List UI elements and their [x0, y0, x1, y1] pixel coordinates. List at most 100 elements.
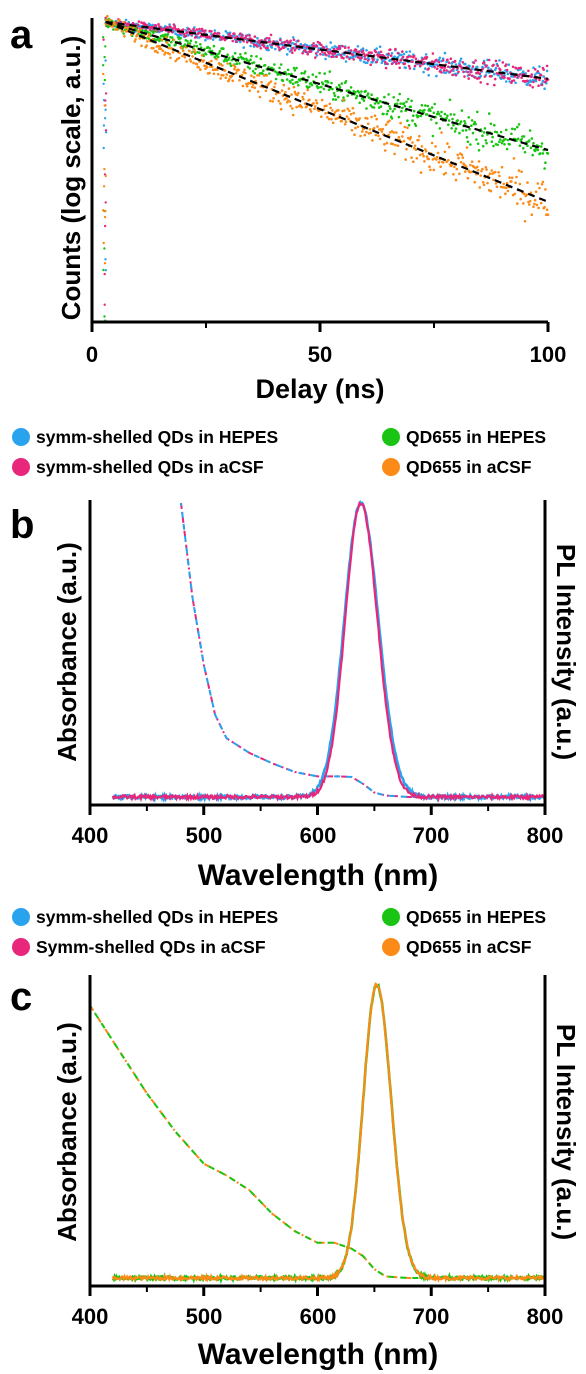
data-point: [418, 134, 421, 138]
data-point: [459, 120, 463, 123]
data-point: [357, 50, 361, 53]
data-point: [401, 55, 405, 59]
data-point: [158, 39, 161, 43]
data-point: [447, 123, 450, 127]
data-point: [173, 25, 176, 29]
data-point: [401, 50, 404, 53]
data-point: [134, 38, 137, 41]
data-point: [335, 55, 338, 58]
data-point: [390, 52, 394, 55]
data-point: [344, 80, 348, 83]
data-point: [199, 35, 203, 38]
data-point: [461, 61, 465, 64]
data-point: [348, 109, 351, 113]
data-point: [286, 47, 290, 51]
data-point: [146, 40, 149, 43]
data-point: [104, 108, 107, 112]
data-point: [353, 133, 356, 136]
data-point: [540, 142, 544, 145]
legend-marker-orange: [382, 938, 400, 956]
data-point: [122, 32, 125, 35]
data-point: [331, 98, 335, 101]
data-point: [343, 109, 346, 112]
data-point: [499, 130, 503, 134]
data-point: [345, 115, 349, 118]
data-point: [113, 23, 117, 26]
data-point: [228, 62, 232, 65]
data-point: [461, 129, 465, 132]
data-point: [493, 83, 496, 87]
data-point: [222, 47, 225, 50]
data-point: [449, 113, 453, 116]
data-point: [219, 77, 222, 80]
legend-label: QD655 in HEPES: [406, 427, 546, 447]
data-point: [516, 137, 520, 141]
data-point: [436, 151, 440, 155]
data-point: [482, 61, 486, 64]
data-point: [337, 95, 340, 99]
data-point: [164, 33, 167, 36]
data-point: [412, 114, 415, 117]
panel-c-curves: [89, 982, 546, 1285]
data-point: [281, 79, 285, 82]
data-point: [294, 43, 298, 46]
data-point: [338, 47, 342, 50]
data-point: [396, 98, 400, 102]
data-point: [423, 61, 426, 64]
data-point: [211, 38, 215, 41]
data-point: [248, 67, 251, 70]
data-point: [384, 123, 388, 126]
data-point: [140, 44, 143, 48]
data-point: [266, 44, 269, 48]
data-point: [398, 66, 402, 70]
data-point: [395, 62, 398, 66]
data-point: [397, 61, 401, 65]
data-point: [533, 73, 537, 76]
data-point: [296, 80, 299, 84]
data-point: [452, 173, 455, 176]
data-point: [499, 138, 502, 141]
data-point: [463, 163, 466, 167]
data-point: [484, 139, 488, 142]
data-point: [393, 60, 396, 64]
panel-b-x-axis-label: Wavelength (nm): [198, 859, 439, 892]
data-point: [193, 50, 197, 54]
data-point: [491, 135, 494, 139]
data-point: [468, 127, 471, 131]
panel-b-curves: [111, 499, 546, 804]
data-point: [470, 70, 473, 74]
data-point: [102, 82, 105, 86]
data-point: [338, 113, 342, 117]
data-point: [502, 182, 506, 186]
data-point: [307, 75, 310, 79]
data-point: [473, 76, 477, 79]
data-point: [528, 84, 532, 87]
data-point: [425, 55, 429, 59]
data-point: [392, 96, 396, 99]
data-point: [104, 201, 107, 204]
data-point: [295, 66, 298, 70]
data-point: [133, 40, 136, 43]
data-point: [260, 80, 263, 84]
data-point: [358, 101, 362, 105]
data-point: [248, 89, 251, 92]
data-point: [306, 88, 310, 92]
data-point: [218, 49, 222, 53]
data-point: [474, 59, 477, 62]
data-point: [366, 122, 370, 126]
data-point: [513, 192, 517, 196]
data-point: [233, 67, 236, 71]
data-point: [387, 93, 390, 96]
data-point: [104, 131, 108, 134]
data-point: [446, 114, 449, 117]
data-point: [517, 169, 521, 172]
panel-a-fit-lines: [105, 20, 549, 203]
data-point: [486, 181, 489, 185]
data-point: [443, 51, 447, 55]
data-point: [354, 48, 358, 52]
data-point: [297, 91, 300, 95]
data-point: [436, 64, 440, 68]
data-point: [251, 85, 254, 89]
data-point: [317, 86, 321, 89]
data-point: [420, 59, 424, 62]
